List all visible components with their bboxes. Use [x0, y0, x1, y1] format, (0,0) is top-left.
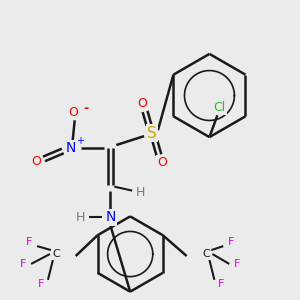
Text: O: O [68, 106, 78, 119]
Text: O: O [137, 97, 147, 110]
Text: F: F [218, 279, 224, 289]
Text: S: S [147, 126, 157, 141]
Text: H: H [76, 211, 85, 224]
Text: O: O [157, 156, 167, 170]
Text: N: N [66, 141, 76, 155]
Text: Cl: Cl [213, 101, 226, 114]
Text: C: C [202, 249, 210, 259]
Text: F: F [234, 259, 240, 269]
Text: F: F [26, 237, 32, 247]
Text: O: O [31, 155, 41, 168]
Text: C: C [52, 249, 60, 259]
Text: F: F [228, 237, 234, 247]
Text: F: F [38, 279, 44, 289]
Text: +: + [76, 136, 84, 146]
Text: -: - [83, 102, 88, 115]
Text: F: F [20, 259, 26, 269]
Text: H: H [135, 186, 145, 199]
Text: N: N [105, 210, 116, 224]
